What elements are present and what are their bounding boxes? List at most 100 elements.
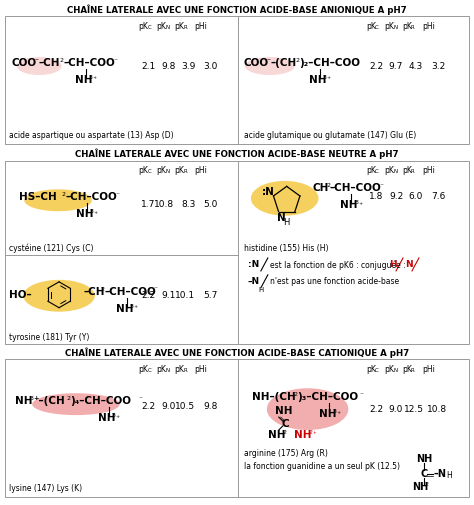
- Text: –N: –N: [434, 469, 447, 479]
- Text: 3: 3: [90, 209, 94, 214]
- Text: 5.7: 5.7: [203, 291, 218, 300]
- Text: NH: NH: [98, 413, 115, 423]
- Text: 2: 2: [296, 58, 300, 63]
- Text: ⁻: ⁻: [114, 56, 118, 65]
- Text: H: H: [389, 261, 397, 270]
- Text: CHAÎNE LATERALE AVEC UNE FONCTION ACIDE-BASE ANIONIQUE A pH7: CHAÎNE LATERALE AVEC UNE FONCTION ACIDE-…: [67, 4, 407, 15]
- Text: pK: pK: [366, 22, 376, 31]
- Text: C: C: [147, 170, 151, 174]
- Text: tyrosine (181) Tyr (Y): tyrosine (181) Tyr (Y): [9, 333, 90, 342]
- Text: ⁺: ⁺: [94, 210, 98, 219]
- Text: pHi: pHi: [422, 22, 435, 31]
- Text: 6.0: 6.0: [409, 192, 423, 201]
- Text: R: R: [411, 368, 415, 373]
- Text: 3: 3: [29, 396, 33, 401]
- Text: ⁺: ⁺: [116, 414, 120, 423]
- Text: 3: 3: [129, 304, 134, 309]
- Text: N: N: [165, 170, 170, 174]
- Text: N: N: [393, 368, 397, 373]
- Text: NH: NH: [340, 200, 358, 210]
- Text: 10.8: 10.8: [155, 200, 174, 209]
- Text: N: N: [393, 170, 397, 174]
- Text: H: H: [283, 218, 289, 227]
- Text: pK: pK: [384, 365, 394, 374]
- Text: cystéine (121) Cys (C): cystéine (121) Cys (C): [9, 243, 94, 253]
- Text: ⁺: ⁺: [134, 304, 138, 313]
- Text: –(CH: –(CH: [271, 58, 297, 68]
- Ellipse shape: [245, 57, 295, 75]
- Text: NH: NH: [275, 406, 292, 416]
- Ellipse shape: [251, 181, 319, 216]
- Text: NH: NH: [76, 209, 93, 219]
- Text: pK: pK: [366, 365, 376, 374]
- Text: 1.8: 1.8: [369, 192, 383, 201]
- Text: 3: 3: [112, 413, 116, 418]
- Text: NH: NH: [116, 304, 133, 314]
- Text: H: H: [446, 471, 452, 480]
- Text: ⁻: ⁻: [154, 285, 157, 294]
- Text: pK: pK: [138, 22, 148, 31]
- Text: acide aspartique ou aspartate (13) Asp (D): acide aspartique ou aspartate (13) Asp (…: [9, 131, 174, 140]
- Text: n'est pas une fonction acide-base: n'est pas une fonction acide-base: [270, 277, 399, 286]
- Text: pHi: pHi: [422, 166, 435, 175]
- Text: pK: pK: [402, 365, 412, 374]
- Text: 2.1: 2.1: [141, 62, 155, 71]
- Text: 9.1: 9.1: [161, 291, 175, 300]
- Text: 9.0: 9.0: [389, 405, 403, 414]
- Text: ⁺–(CH: ⁺–(CH: [33, 396, 65, 406]
- Text: 2.2: 2.2: [141, 291, 155, 300]
- Text: CH: CH: [312, 183, 329, 193]
- Text: ⁻: ⁻: [267, 56, 271, 65]
- Text: CHAÎNE LATERALE AVEC UNE FONCTION ACIDE-BASE CATIONIQUE A pH7: CHAÎNE LATERALE AVEC UNE FONCTION ACIDE-…: [65, 347, 409, 358]
- Text: ⁺: ⁺: [337, 410, 340, 419]
- Text: R: R: [183, 170, 187, 174]
- Text: 9.0: 9.0: [161, 401, 175, 411]
- Text: –CH–COO: –CH–COO: [105, 287, 156, 297]
- Ellipse shape: [24, 189, 92, 211]
- Text: NH: NH: [15, 396, 33, 406]
- Text: N: N: [165, 25, 170, 30]
- Text: H: H: [258, 287, 263, 293]
- Text: 9.8: 9.8: [203, 401, 218, 411]
- Text: :N: :N: [262, 187, 275, 197]
- Text: ⁻: ⁻: [34, 56, 38, 65]
- Text: pK: pK: [366, 166, 376, 175]
- Text: NH: NH: [294, 430, 311, 440]
- Text: ⁻: ⁻: [359, 390, 363, 399]
- Text: ⁻: ⁻: [116, 190, 120, 199]
- Bar: [5, 360, 469, 496]
- Text: la fonction guanidine a un seul pK (12.5): la fonction guanidine a un seul pK (12.5…: [244, 462, 400, 471]
- Text: 4.3: 4.3: [409, 62, 423, 71]
- Text: NH: NH: [309, 75, 326, 85]
- Text: pK: pK: [156, 166, 166, 175]
- Text: HS–CH: HS–CH: [19, 192, 57, 203]
- Text: 2: 2: [425, 482, 429, 487]
- Text: 3.0: 3.0: [203, 62, 218, 71]
- Text: histidine (155) His (H): histidine (155) His (H): [244, 243, 328, 252]
- Text: )₂–CH–COO: )₂–CH–COO: [300, 58, 361, 68]
- Text: pHi: pHi: [194, 166, 207, 175]
- Text: 2: 2: [283, 430, 287, 435]
- Text: 1.7: 1.7: [141, 200, 156, 209]
- Text: 9.2: 9.2: [389, 192, 403, 201]
- Text: 3.9: 3.9: [181, 62, 195, 71]
- Text: 9.8: 9.8: [161, 62, 175, 71]
- Text: 2: 2: [66, 396, 70, 401]
- Text: NH–(CH: NH–(CH: [252, 392, 296, 402]
- Text: –CH–COO: –CH–COO: [329, 183, 381, 193]
- Text: NH: NH: [416, 454, 432, 464]
- Text: pK: pK: [384, 166, 394, 175]
- Text: NH: NH: [268, 430, 285, 440]
- Text: pK: pK: [384, 22, 394, 31]
- Text: pHi: pHi: [422, 365, 435, 374]
- Text: pK: pK: [174, 365, 184, 374]
- Text: acide glutamique ou glutamate (147) Glu (E): acide glutamique ou glutamate (147) Glu …: [244, 131, 416, 140]
- Text: CHAÎNE LATERALE AVEC UNE FONCTION ACIDE-BASE NEUTRE A pH7: CHAÎNE LATERALE AVEC UNE FONCTION ACIDE-…: [75, 148, 399, 159]
- Text: 12.5: 12.5: [404, 405, 424, 414]
- Text: 3.2: 3.2: [432, 62, 446, 71]
- Text: 2.2: 2.2: [369, 62, 383, 71]
- Text: NH: NH: [75, 75, 92, 85]
- Ellipse shape: [17, 57, 62, 75]
- Text: C: C: [375, 25, 379, 30]
- Text: COO: COO: [11, 58, 36, 68]
